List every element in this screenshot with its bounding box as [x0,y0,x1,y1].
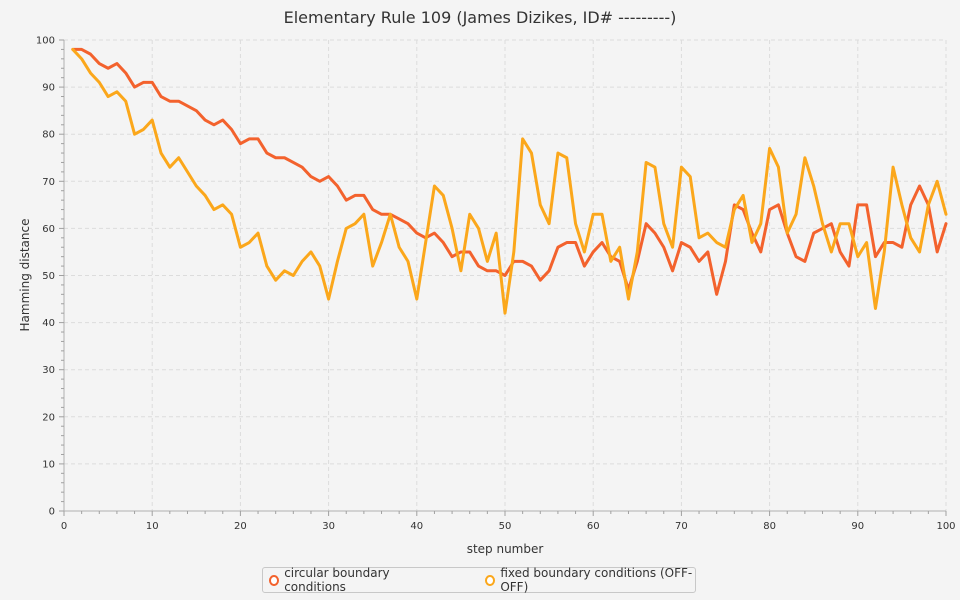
y-tick-label: 100 [36,36,55,47]
series-lines [71,47,948,315]
x-tick-label: 70 [675,521,688,532]
y-tick-label: 40 [42,318,55,329]
x-tick-label: 90 [851,521,864,532]
legend-item-circular[interactable]: circular boundary conditions [269,566,435,594]
series-line-1 [71,47,948,315]
legend-swatch-circular [269,574,280,586]
x-tick-label: 30 [322,521,335,532]
y-tick-label: 90 [42,83,55,94]
legend-label-circular: circular boundary conditions [284,566,390,594]
x-tick-label: 40 [410,521,423,532]
y-axis-label: Hamming distance [18,219,32,332]
y-tick-label: 60 [42,224,55,235]
y-tick-label: 10 [42,459,55,470]
legend-item-fixed[interactable]: fixed boundary conditions (OFF-OFF) [485,566,695,594]
x-tick-label: 60 [587,521,600,532]
legend-label-fixed: fixed boundary conditions (OFF-OFF) [500,566,693,594]
grid-lines [64,39,947,511]
y-tick-label: 30 [42,365,55,376]
y-tick-label: 80 [42,130,55,141]
x-tick-label: 80 [763,521,776,532]
x-tick-label: 50 [499,521,512,532]
y-tick-label: 70 [42,177,55,188]
x-axis-label: step number [467,542,544,556]
x-tick-label: 20 [234,521,247,532]
y-tick-label: 50 [42,271,55,282]
legend: circular boundary conditions fixed bound… [262,566,696,594]
x-tick-label: 0 [61,521,67,532]
tick-labels: 0 10 20 30 40 50 60 70 80 90 100 0 10 20 30 40 50 60 70 80 9… [36,36,956,533]
axes [59,39,947,516]
x-tick-label: 100 [936,521,955,532]
series-line-0 [71,47,948,296]
chart-title: Elementary Rule 109 (James Dizikes, ID# … [284,8,677,27]
x-tick-label: 10 [146,521,159,532]
y-tick-label: 0 [49,507,55,518]
y-tick-label: 20 [42,412,55,423]
legend-swatch-fixed [485,574,496,586]
